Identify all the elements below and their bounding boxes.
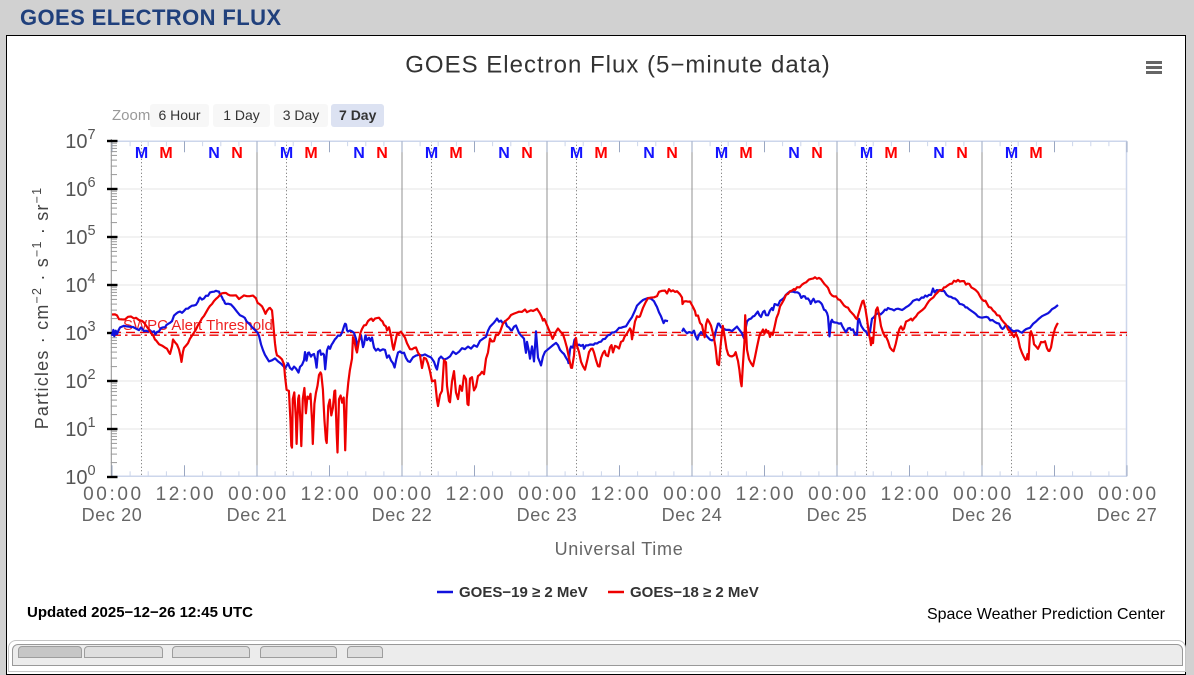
svg-text:00:00: 00:00 [663, 484, 724, 505]
svg-text:M: M [715, 145, 728, 162]
svg-text:N: N [788, 145, 800, 162]
svg-text:Dec 24: Dec 24 [662, 505, 723, 525]
svg-text:Dec 20: Dec 20 [82, 505, 143, 525]
svg-text:Dec 21: Dec 21 [227, 505, 288, 525]
svg-text:N: N [956, 145, 968, 162]
svg-text:00:00: 00:00 [518, 484, 579, 505]
svg-text:GOES Electron Flux (5−minute d: GOES Electron Flux (5−minute data) [405, 52, 831, 79]
svg-text:12:00: 12:00 [1026, 484, 1087, 505]
svg-text:M: M [884, 145, 897, 162]
svg-text:3 Day: 3 Day [283, 107, 320, 123]
svg-text:M: M [280, 145, 293, 162]
svg-text:00:00: 00:00 [953, 484, 1014, 505]
svg-text:12:00: 12:00 [736, 484, 797, 505]
svg-text:1 Day: 1 Day [223, 107, 260, 123]
svg-text:12:00: 12:00 [446, 484, 507, 505]
svg-text:GOES−18 ≥ 2 MeV: GOES−18 ≥ 2 MeV [630, 584, 759, 601]
svg-text:M: M [860, 145, 873, 162]
svg-text:M: M [135, 145, 148, 162]
svg-text:10: 10 [65, 419, 87, 441]
svg-text:00:00: 00:00 [808, 484, 869, 505]
svg-text:M: M [594, 145, 607, 162]
svg-text:00:00: 00:00 [1098, 484, 1159, 505]
svg-text:4: 4 [88, 271, 96, 287]
svg-text:N: N [231, 145, 243, 162]
svg-text:Dec 23: Dec 23 [517, 505, 578, 525]
svg-text:12:00: 12:00 [156, 484, 217, 505]
svg-text:N: N [643, 145, 655, 162]
svg-text:Universal Time: Universal Time [555, 539, 684, 559]
svg-text:N: N [933, 145, 945, 162]
svg-text:1: 1 [88, 415, 96, 431]
svg-text:10: 10 [65, 179, 87, 201]
svg-text:N: N [376, 145, 388, 162]
svg-text:N: N [353, 145, 365, 162]
svg-text:10: 10 [65, 371, 87, 393]
svg-text:M: M [425, 145, 438, 162]
svg-text:00:00: 00:00 [228, 484, 289, 505]
svg-text:N: N [811, 145, 823, 162]
svg-text:M: M [1029, 145, 1042, 162]
svg-text:5: 5 [88, 223, 96, 239]
svg-text:7: 7 [88, 127, 96, 143]
svg-text:Dec 25: Dec 25 [807, 505, 868, 525]
svg-text:00:00: 00:00 [83, 484, 144, 505]
svg-text:12:00: 12:00 [301, 484, 362, 505]
svg-text:7 Day: 7 Day [339, 107, 377, 123]
svg-text:M: M [1005, 145, 1018, 162]
svg-text:10: 10 [65, 275, 87, 297]
svg-text:10: 10 [65, 467, 87, 489]
svg-text:M: M [304, 145, 317, 162]
svg-text:M: M [739, 145, 752, 162]
svg-text:10: 10 [65, 323, 87, 345]
svg-text:Space Weather Prediction Cente: Space Weather Prediction Center [927, 606, 1166, 623]
svg-text:N: N [521, 145, 533, 162]
svg-text:3: 3 [88, 319, 96, 335]
svg-text:12:00: 12:00 [591, 484, 652, 505]
svg-text:M: M [159, 145, 172, 162]
svg-text:N: N [208, 145, 220, 162]
svg-text:2: 2 [88, 367, 96, 383]
svg-text:10: 10 [65, 227, 87, 249]
svg-text:Dec 27: Dec 27 [1097, 505, 1158, 525]
svg-text:6 Hour: 6 Hour [158, 107, 200, 123]
svg-text:0: 0 [88, 463, 96, 479]
svg-text:M: M [449, 145, 462, 162]
svg-text:Dec 22: Dec 22 [372, 505, 433, 525]
svg-text:Updated 2025−12−26 12:45 UTC: Updated 2025−12−26 12:45 UTC [27, 604, 253, 621]
svg-text:Dec 26: Dec 26 [952, 505, 1013, 525]
svg-text:GOES−19 ≥ 2 MeV: GOES−19 ≥ 2 MeV [459, 584, 588, 601]
svg-text:Particles · cm−2 · s−1 · sr−1: Particles · cm−2 · s−1 · sr−1 [30, 187, 52, 430]
svg-text:6: 6 [88, 175, 96, 191]
svg-text:00:00: 00:00 [373, 484, 434, 505]
svg-text:10: 10 [65, 131, 87, 153]
svg-text:N: N [498, 145, 510, 162]
svg-text:Zoom: Zoom [112, 107, 150, 124]
svg-text:12:00: 12:00 [881, 484, 942, 505]
svg-text:M: M [570, 145, 583, 162]
svg-text:N: N [666, 145, 678, 162]
